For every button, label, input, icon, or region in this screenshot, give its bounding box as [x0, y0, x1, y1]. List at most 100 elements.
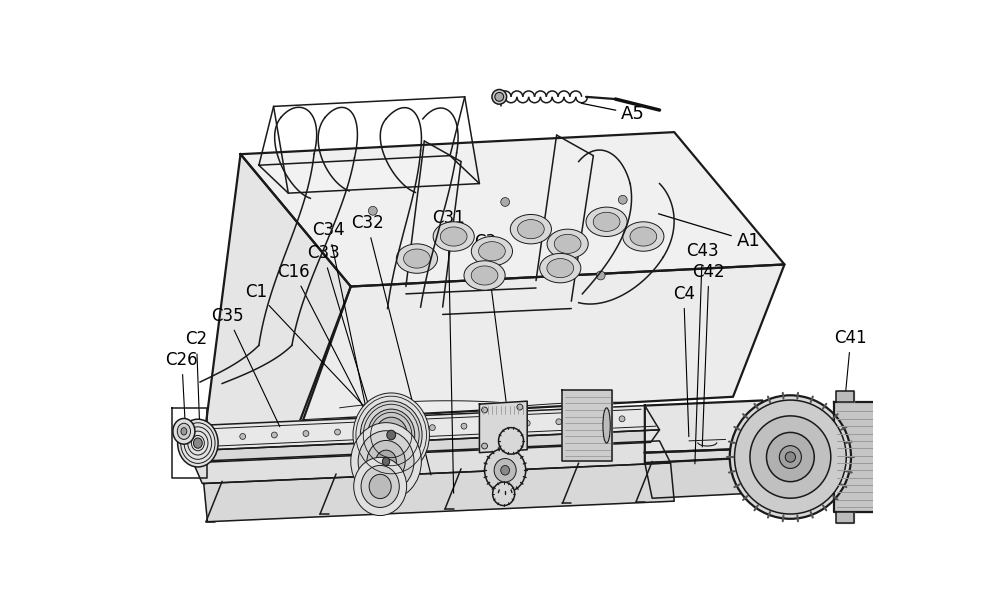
Text: C34: C34	[313, 221, 381, 481]
Ellipse shape	[493, 482, 515, 505]
Ellipse shape	[387, 430, 396, 440]
Circle shape	[398, 426, 404, 432]
Ellipse shape	[471, 266, 498, 285]
Text: C42: C42	[693, 263, 725, 447]
Ellipse shape	[376, 450, 396, 473]
Circle shape	[368, 207, 377, 215]
Text: C16: C16	[277, 263, 388, 455]
Ellipse shape	[193, 438, 202, 448]
Ellipse shape	[876, 430, 885, 485]
Ellipse shape	[501, 466, 510, 475]
Ellipse shape	[404, 249, 430, 268]
Ellipse shape	[517, 219, 544, 239]
Ellipse shape	[494, 458, 516, 482]
Ellipse shape	[351, 423, 421, 500]
Text: C43: C43	[686, 242, 719, 464]
Ellipse shape	[178, 419, 218, 467]
Text: A5: A5	[581, 103, 645, 123]
Ellipse shape	[368, 409, 415, 461]
Ellipse shape	[384, 427, 399, 443]
Circle shape	[517, 404, 523, 410]
Ellipse shape	[779, 445, 801, 469]
Ellipse shape	[593, 212, 620, 232]
Circle shape	[618, 196, 627, 204]
Polygon shape	[259, 156, 479, 193]
Text: C3: C3	[474, 233, 511, 437]
Polygon shape	[645, 457, 770, 498]
Ellipse shape	[547, 229, 588, 258]
Ellipse shape	[382, 458, 390, 466]
Polygon shape	[204, 154, 351, 441]
Ellipse shape	[361, 466, 399, 508]
Ellipse shape	[181, 428, 187, 435]
Ellipse shape	[510, 214, 551, 244]
Circle shape	[303, 431, 309, 436]
Ellipse shape	[173, 419, 195, 444]
Circle shape	[271, 432, 277, 438]
Ellipse shape	[358, 431, 414, 492]
Ellipse shape	[464, 261, 505, 290]
Text: C33: C33	[307, 244, 387, 466]
Ellipse shape	[360, 401, 422, 469]
Polygon shape	[204, 463, 674, 522]
Polygon shape	[303, 265, 784, 420]
Ellipse shape	[586, 207, 627, 236]
Circle shape	[482, 407, 488, 413]
Ellipse shape	[369, 474, 391, 499]
Circle shape	[429, 425, 435, 431]
Circle shape	[366, 428, 372, 434]
Ellipse shape	[375, 417, 407, 453]
Text: C31: C31	[432, 209, 464, 493]
Ellipse shape	[433, 222, 474, 251]
Circle shape	[619, 416, 625, 422]
Ellipse shape	[353, 393, 429, 477]
Text: C41: C41	[834, 329, 867, 453]
Polygon shape	[836, 512, 854, 523]
Ellipse shape	[554, 234, 581, 254]
Circle shape	[492, 89, 507, 104]
Circle shape	[596, 271, 605, 280]
Polygon shape	[836, 391, 854, 402]
Text: C2: C2	[185, 331, 208, 434]
Text: C32: C32	[351, 214, 431, 475]
Circle shape	[495, 92, 504, 101]
Circle shape	[524, 420, 530, 426]
Polygon shape	[834, 402, 886, 512]
Circle shape	[208, 435, 214, 441]
Ellipse shape	[499, 428, 524, 454]
Ellipse shape	[750, 416, 831, 498]
Circle shape	[240, 434, 246, 439]
Ellipse shape	[479, 242, 505, 261]
Text: C1: C1	[245, 283, 389, 433]
Ellipse shape	[367, 441, 405, 483]
Circle shape	[501, 197, 510, 207]
Ellipse shape	[540, 254, 581, 283]
Circle shape	[461, 423, 467, 429]
Polygon shape	[645, 400, 762, 453]
Ellipse shape	[485, 448, 526, 492]
Polygon shape	[182, 406, 660, 450]
Ellipse shape	[396, 244, 438, 273]
Polygon shape	[193, 441, 671, 483]
Circle shape	[556, 419, 562, 425]
Polygon shape	[189, 430, 660, 463]
Polygon shape	[479, 401, 527, 453]
Circle shape	[482, 443, 488, 449]
Text: C4: C4	[673, 285, 695, 437]
Polygon shape	[241, 132, 784, 287]
Text: C26: C26	[166, 351, 198, 425]
Ellipse shape	[630, 227, 657, 246]
Ellipse shape	[471, 236, 512, 266]
Text: C35: C35	[211, 307, 280, 426]
Text: A1: A1	[659, 214, 760, 250]
Ellipse shape	[730, 395, 851, 519]
Ellipse shape	[623, 222, 664, 251]
Ellipse shape	[354, 458, 407, 516]
Ellipse shape	[603, 408, 610, 443]
Ellipse shape	[440, 227, 467, 246]
Circle shape	[335, 429, 340, 435]
Ellipse shape	[785, 452, 796, 462]
Ellipse shape	[766, 433, 814, 481]
Ellipse shape	[547, 258, 574, 277]
Ellipse shape	[177, 423, 191, 439]
